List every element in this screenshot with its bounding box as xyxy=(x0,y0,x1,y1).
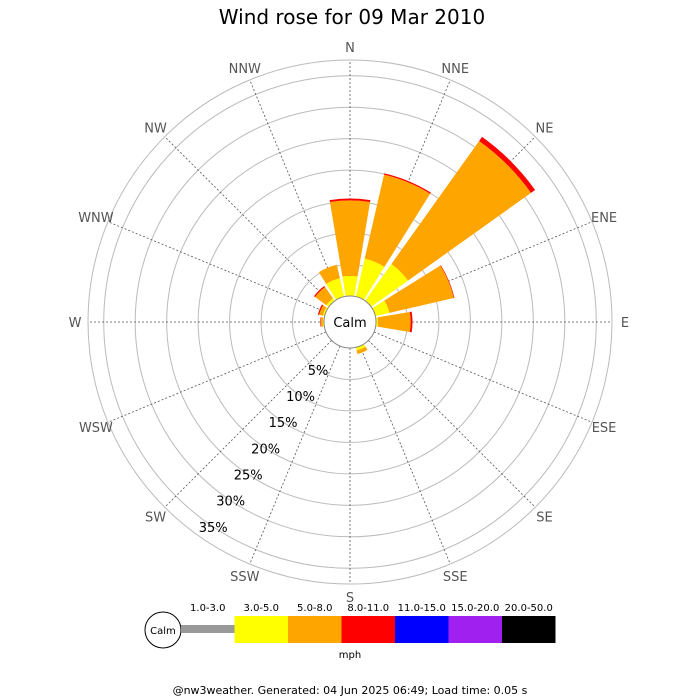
legend-swatch-6 xyxy=(502,616,556,643)
legend-label-6: 20.0-50.0 xyxy=(505,603,553,614)
ring-label-5: 5% xyxy=(308,364,329,379)
legend-calm-label: Calm xyxy=(150,626,176,637)
ring-label-10: 10% xyxy=(286,390,315,405)
direction-label-ssw: SSW xyxy=(230,570,260,585)
legend-label-5: 15.0-20.0 xyxy=(451,603,499,614)
legend-label-3: 8.0-11.0 xyxy=(347,603,389,614)
outer-ring xyxy=(87,59,613,585)
spoke-nnw xyxy=(249,79,341,299)
chart-title: Wind rose for 09 Mar 2010 xyxy=(219,5,485,29)
legend-label-0: 1.0-3.0 xyxy=(190,603,225,614)
bar-ne-bin-1 xyxy=(365,263,409,307)
legend-label-2: 5.0-8.0 xyxy=(297,603,332,614)
direction-label-nw: NW xyxy=(144,122,167,137)
direction-label-ne: NE xyxy=(535,122,553,137)
legend-swatch-1 xyxy=(234,616,288,643)
bar-ene-bin-1 xyxy=(372,300,390,317)
bar-nw-bin-1 xyxy=(326,298,335,307)
spoke-ene xyxy=(373,221,593,313)
direction-label-e: E xyxy=(621,316,629,331)
footer-text: @nw3weather. Generated: 04 Jun 2025 06:4… xyxy=(173,684,528,697)
legend-label-1: 3.0-5.0 xyxy=(244,603,279,614)
wind-bars xyxy=(313,136,536,355)
direction-label-ese: ESE xyxy=(592,421,617,436)
bar-wnw-bin-3 xyxy=(317,304,324,315)
bar-nne-bin-3 xyxy=(384,173,431,194)
direction-label-sse: SSE xyxy=(443,570,468,585)
direction-label-sw: SW xyxy=(145,510,166,525)
spoke-sw xyxy=(164,340,332,508)
legend-swatch-3 xyxy=(341,616,395,643)
bar-e-bin-2 xyxy=(377,311,411,333)
legend-label-4: 11.0-15.0 xyxy=(398,603,446,614)
bar-ene-bin-2 xyxy=(384,265,454,313)
spoke-se xyxy=(368,340,536,508)
spoke-ssw xyxy=(249,345,341,565)
spoke-wnw xyxy=(107,221,327,313)
legend-swatch-5 xyxy=(448,616,502,643)
bar-n-bin-3 xyxy=(329,198,371,203)
spoke-sse xyxy=(359,345,451,565)
calm-label: Calm xyxy=(333,316,366,331)
bar-ne-bin-2 xyxy=(391,140,532,281)
legend-swatch-2 xyxy=(288,616,342,643)
direction-label-wnw: WNW xyxy=(78,211,114,226)
spoke-ese xyxy=(373,331,593,423)
ring-label-35: 35% xyxy=(199,521,228,536)
bar-nne-bin-2 xyxy=(364,174,431,267)
bar-n-bin-2 xyxy=(329,200,371,277)
bar-w-bin-2 xyxy=(320,317,324,327)
bar-nnw-bin-1 xyxy=(326,278,345,300)
spoke-wsw xyxy=(107,331,327,423)
ring-label-20: 20% xyxy=(251,442,280,457)
bar-wnw-bin-2 xyxy=(319,305,327,316)
direction-label-s: S xyxy=(346,591,354,606)
calm-circle xyxy=(323,295,377,349)
bar-nw-bin-3 xyxy=(313,285,326,298)
direction-label-w: W xyxy=(69,316,82,331)
bar-ne-bin-3 xyxy=(479,136,536,193)
direction-label-nne: NNE xyxy=(441,62,469,77)
direction-label-nnw: NNW xyxy=(229,62,261,77)
direction-label-ene: ENE xyxy=(591,211,617,226)
direction-labels: N NNE NE ENE E ESE SE SSE S SSW SW WSW W WNW NW NNW xyxy=(69,41,630,606)
bar-ene-bin-3 xyxy=(440,265,455,299)
bar-e-bin-3 xyxy=(409,311,413,333)
ring-label-15: 15% xyxy=(269,416,298,431)
direction-label-se: SE xyxy=(536,510,552,525)
spoke-nw xyxy=(164,136,332,304)
legend-unit: mph xyxy=(339,650,361,661)
bar-nw-bin-2 xyxy=(314,286,334,306)
ring-label-30: 30% xyxy=(216,495,245,510)
direction-label-n: N xyxy=(345,41,355,56)
legend-swatch-4 xyxy=(395,616,449,643)
legend-swatch-0 xyxy=(181,625,235,633)
bar-n-bin-1 xyxy=(342,275,358,297)
bar-nnw-bin-2 xyxy=(318,264,340,284)
direction-label-wsw: WSW xyxy=(79,421,113,436)
calm-circle-group: Calm xyxy=(323,295,377,349)
bar-sse-bin-1 xyxy=(355,344,366,351)
ring-labels: 5% 10% 15% 20% 25% 30% 35% xyxy=(199,364,329,536)
bar-w-bin-3 xyxy=(320,317,322,327)
bar-sse-bin-2 xyxy=(356,346,368,355)
bar-nne-bin-1 xyxy=(355,258,385,300)
ring-label-25: 25% xyxy=(234,468,263,483)
speed-legend: Calm 1.0-3.0 3.0-5.0 5.0-8.0 8.0-11.0 11.0-15… xyxy=(144,603,556,661)
